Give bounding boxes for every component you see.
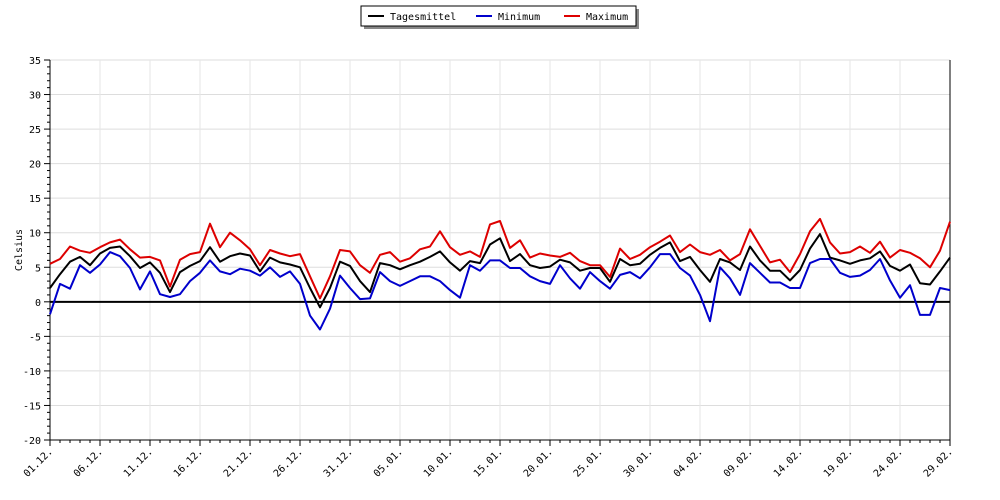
x-tick-label: 01.12.	[22, 446, 55, 479]
x-tick-label: 11.12.	[122, 446, 155, 479]
x-tick-label: 09.02.	[722, 446, 755, 479]
legend-box	[360, 5, 637, 27]
y-tick-label: -10	[23, 367, 41, 378]
grid	[49, 59, 951, 441]
x-tick-label: 29.02.	[922, 446, 955, 479]
x-tick-label: 06.12.	[72, 446, 105, 479]
y-tick-label: -5	[29, 332, 41, 343]
series-line-maximum	[49, 217, 951, 300]
x-tick-label: 24.02.	[872, 446, 905, 479]
legend-label: Minimum	[498, 12, 540, 23]
y-tick-label: -20	[23, 436, 41, 447]
x-tick-label: 10.01.	[422, 446, 455, 479]
x-tick-label: 14.02.	[772, 446, 805, 479]
x-tick-label: 20.01.	[522, 446, 555, 479]
y-tick-label: 5	[35, 263, 41, 274]
x-tick-label: 04.02.	[672, 446, 705, 479]
y-tick-label: 0	[35, 298, 41, 309]
legend-label: Maximum	[586, 12, 628, 23]
series-lines	[49, 217, 951, 331]
y-tick-label: 30	[29, 91, 41, 102]
y-tick-label: 25	[29, 125, 41, 136]
x-tick-label: 31.12.	[322, 446, 355, 479]
x-tick-label: 30.01.	[622, 446, 655, 479]
x-tick-label: 26.12.	[272, 446, 305, 479]
x-tick-label: 25.01.	[572, 446, 605, 479]
series-line-minimum	[49, 251, 951, 331]
y-tick-label: 35	[29, 56, 41, 67]
x-tick-label: 16.12.	[172, 446, 205, 479]
x-tick-label: 15.01.	[472, 446, 505, 479]
y-axis-label: Celsius	[14, 229, 25, 271]
y-tick-label: 20	[29, 160, 41, 171]
legend: Tagesmittel Minimum Maximum	[360, 5, 639, 29]
y-tick-label: 10	[29, 229, 41, 240]
legend-label: Tagesmittel	[390, 12, 456, 23]
y-tick-label: -15	[23, 401, 41, 412]
x-tick-label: 05.01.	[372, 446, 405, 479]
series-line-tagesmittel	[49, 233, 951, 309]
y-tick-label: 15	[29, 194, 41, 205]
x-tick-label: 21.12.	[222, 446, 255, 479]
x-tick-label: 19.02.	[822, 446, 855, 479]
